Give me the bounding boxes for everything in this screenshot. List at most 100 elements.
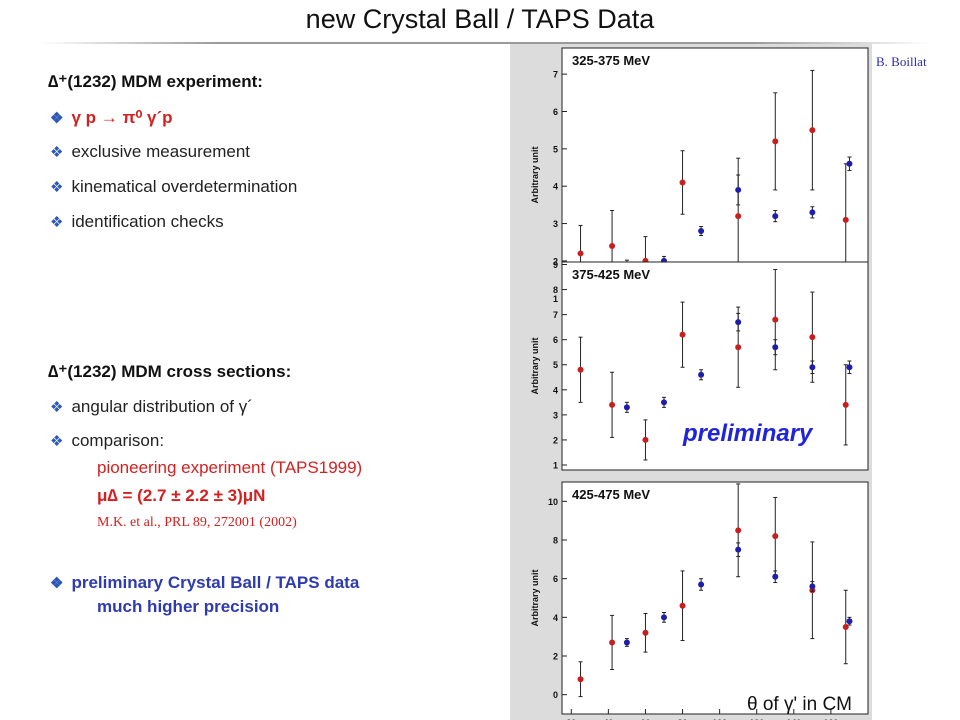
x-tick-label: 40 xyxy=(603,718,613,720)
x-tick-label: 160 xyxy=(823,718,838,720)
data-point-red xyxy=(642,436,649,443)
data-point-red xyxy=(577,366,584,373)
data-point-red xyxy=(809,127,816,134)
data-point-red xyxy=(842,401,849,408)
data-point-red xyxy=(772,533,779,540)
data-point-red xyxy=(735,527,742,534)
bullet-text: preliminary Crystal Ball / TAPS data xyxy=(71,573,360,592)
bullet-angular: ❖ angular distribution of γ´ xyxy=(50,397,253,417)
data-point-red xyxy=(679,602,686,609)
bullet-text: γ p → π⁰ γ´p xyxy=(71,108,173,127)
data-point-blue xyxy=(661,614,667,621)
data-point-red xyxy=(642,629,649,636)
plot-frame xyxy=(561,261,869,471)
data-point-blue xyxy=(809,209,816,216)
bullet-text: kinematical overdetermination xyxy=(71,177,298,196)
x-tick-label: 100 xyxy=(712,718,727,720)
y-tick-label: 3 xyxy=(553,219,558,229)
y-tick-label: 9 xyxy=(553,260,558,270)
bullet-reaction: ❖ γ p → π⁰ γ´p xyxy=(50,108,173,128)
diamond-bullet-icon: ❖ xyxy=(50,214,64,231)
data-point-red xyxy=(679,179,686,186)
chart-title: 325-375 MeV xyxy=(572,53,650,68)
bullet-text: identification checks xyxy=(71,212,224,231)
y-tick-label: 6 xyxy=(553,107,558,117)
y-tick-label: 3 xyxy=(553,410,558,420)
chart-panel-3: 0 2 4 6 8 10 Arbitrary unit 425-475 MeV 20 40 60 80… xyxy=(530,481,869,720)
data-point-red xyxy=(772,138,779,145)
data-point-blue xyxy=(623,639,630,646)
x-tick-label: 20 xyxy=(566,718,576,720)
diamond-bullet-icon: ❖ xyxy=(50,575,64,592)
data-point-blue xyxy=(735,546,742,553)
data-point-red xyxy=(609,242,616,249)
data-point-red xyxy=(772,316,779,323)
data-point-red xyxy=(842,624,849,630)
precision-line: much higher precision xyxy=(97,597,280,616)
chart-title: 425-475 MeV xyxy=(572,487,650,502)
data-point-red xyxy=(735,344,742,351)
diamond-bullet-icon: ❖ xyxy=(50,110,64,127)
y-axis-label: Arbitrary unit xyxy=(530,569,540,626)
bullet-text: exclusive measurement xyxy=(71,142,251,161)
y-tick-label: 8 xyxy=(553,285,558,295)
title-divider xyxy=(40,42,930,44)
diamond-bullet-icon: ❖ xyxy=(50,433,64,450)
y-tick-label: 8 xyxy=(553,536,558,546)
y-tick-label: 2 xyxy=(553,652,558,662)
author-credit: B. Boillat xyxy=(876,54,927,69)
y-tick-label: 5 xyxy=(553,360,558,370)
y-tick-label: 0 xyxy=(553,690,558,700)
data-point-blue xyxy=(846,160,853,167)
y-tick-label: 6 xyxy=(553,574,558,584)
data-point-blue xyxy=(661,399,667,406)
data-point-blue xyxy=(846,364,853,371)
bullet-comparison: ❖ comparison: xyxy=(50,431,164,451)
data-point-blue xyxy=(698,581,705,588)
y-tick-label: 4 xyxy=(553,613,558,623)
y-tick-label: 1 xyxy=(553,294,558,304)
diamond-bullet-icon: ❖ xyxy=(50,179,64,196)
data-point-blue xyxy=(772,213,779,220)
chart-panel-2: 1 2 3 4 5 6 7 8 9 Arbitrary unit 375-425 MeV xyxy=(530,260,869,471)
data-point-blue xyxy=(772,344,779,351)
x-tick-label: 120 xyxy=(749,718,764,720)
y-tick-label: 2 xyxy=(553,256,558,266)
y-tick-label: 6 xyxy=(553,335,558,345)
magnetic-moment-line: μ∆ = (2.7 ± 2.2 ± 3)μN xyxy=(97,486,266,505)
data-point-blue xyxy=(772,573,779,580)
section2-heading: ∆⁺(1232) MDM cross sections: xyxy=(48,362,292,381)
y-axis-label: Arbitrary unit xyxy=(530,146,540,203)
plot-frame xyxy=(561,47,869,303)
y-tick-label: 4 xyxy=(553,385,558,395)
bullet-text: comparison: xyxy=(71,431,165,450)
bullet-preliminary: ❖ preliminary Crystal Ball / TAPS data xyxy=(50,573,359,593)
data-point-blue xyxy=(735,186,742,193)
data-point-blue xyxy=(735,319,742,326)
diamond-bullet-icon: ❖ xyxy=(50,144,64,161)
data-point-red xyxy=(577,676,584,683)
y-tick-label: 5 xyxy=(553,144,558,154)
data-point-red xyxy=(735,213,742,220)
page-title: new Crystal Ball / TAPS Data xyxy=(305,4,655,34)
x-tick-label: 140 xyxy=(786,718,801,720)
chart-title: 375-425 MeV xyxy=(572,267,650,282)
y-axis-label: Arbitrary unit xyxy=(530,337,540,394)
x-axis-title: θ of γ' in CM xyxy=(747,694,852,715)
y-tick-label: 10 xyxy=(548,497,558,507)
data-point-red xyxy=(609,401,616,408)
data-point-blue xyxy=(809,364,816,371)
chart-panel-1: 1 2 3 4 5 6 7 Arbitrary unit 325-375 MeV xyxy=(530,47,869,304)
preliminary-watermark: preliminary xyxy=(683,420,813,447)
diamond-bullet-icon: ❖ xyxy=(50,399,64,416)
data-point-red xyxy=(609,639,616,646)
y-tick-label: 4 xyxy=(553,182,558,192)
data-point-red xyxy=(679,331,686,338)
data-point-blue xyxy=(846,618,853,625)
bullet-exclusive: ❖ exclusive measurement xyxy=(50,142,250,162)
bullet-text: angular distribution of γ´ xyxy=(71,397,253,416)
data-point-red xyxy=(842,216,849,223)
data-point-red xyxy=(577,250,584,257)
angular-distribution-charts: 1 2 3 4 5 6 7 Arbitrary unit 325-375 MeV 1 2 3 4 5 6 7 8… xyxy=(510,44,872,720)
data-point-blue xyxy=(623,404,630,411)
